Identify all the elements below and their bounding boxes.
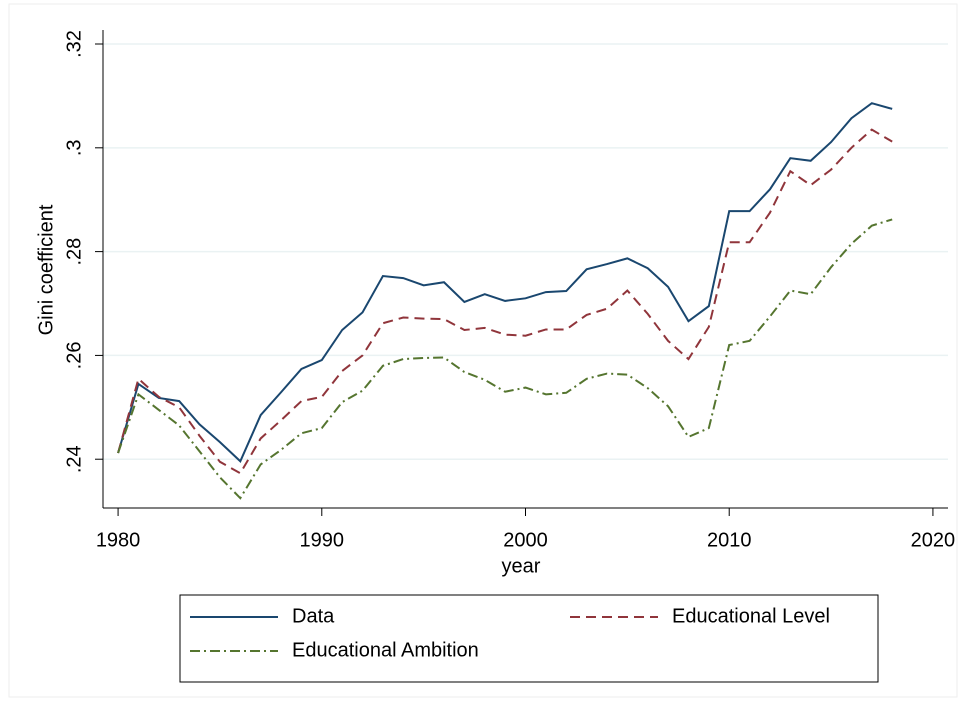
x-tick-label: 1990 [300, 529, 345, 551]
x-tick-label: 2010 [707, 529, 752, 551]
chart-frame [8, 3, 958, 698]
x-tick-label: 2020 [911, 529, 956, 551]
legend-label: Data [292, 605, 335, 627]
series-line [117, 128, 893, 475]
x-tick-label: 1980 [96, 529, 141, 551]
series-line [117, 218, 893, 500]
legend-label: Educational Level [672, 605, 830, 627]
series-line [117, 102, 893, 463]
y-tick-label: .26 [63, 342, 85, 370]
legend [179, 594, 879, 683]
legend-label: Educational Ambition [292, 639, 479, 661]
x-axis-label: year [502, 555, 541, 577]
y-tick-label: .3 [63, 139, 85, 156]
y-axis-label: Gini coefficient [35, 204, 57, 335]
y-tick-label: .32 [63, 30, 85, 58]
x-tick-label: 2000 [503, 529, 548, 551]
y-tick-label: .24 [63, 445, 85, 473]
y-tick-label: .28 [63, 238, 85, 266]
